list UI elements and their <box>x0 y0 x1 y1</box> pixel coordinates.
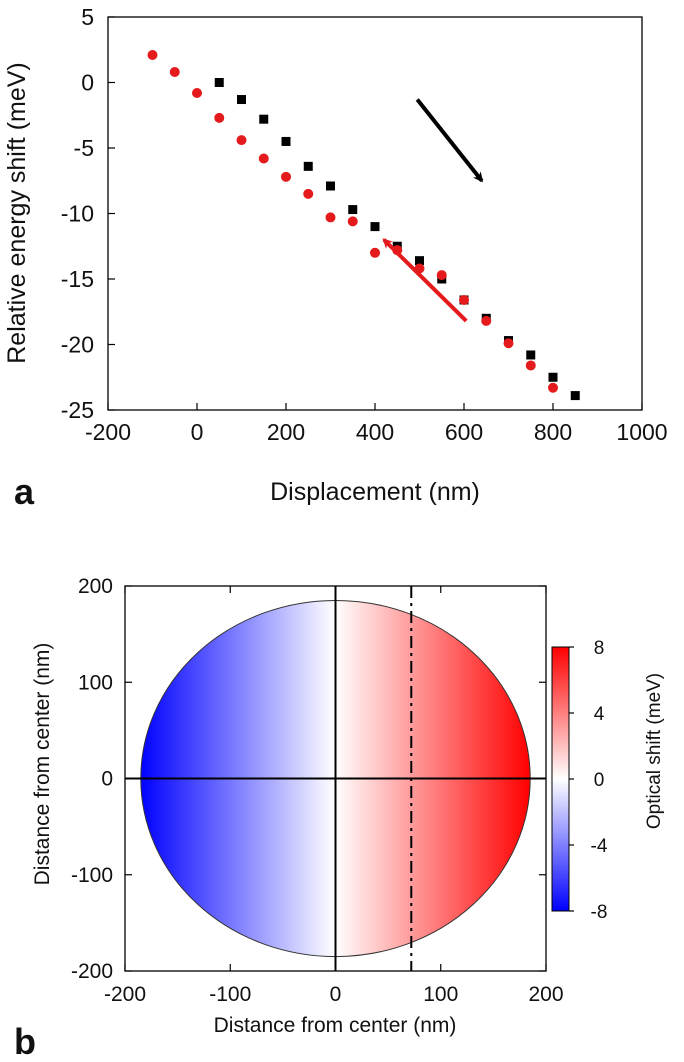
y-tick-label-a: -20 <box>61 332 94 358</box>
colorbar-tick-label: 0 <box>594 770 605 791</box>
data-point-forward <box>281 136 291 146</box>
colorbar-tick-label: 4 <box>594 704 605 725</box>
reference-lines <box>125 586 546 971</box>
colorbar: 8 4 0 -4 -8 <box>551 638 608 923</box>
x-axis-b: -200 -100 0 100 200 <box>104 586 564 1006</box>
y-axis-title-a: Relative energy shift (meV) <box>3 62 31 364</box>
data-point-backward <box>192 87 202 98</box>
data-point-forward <box>259 114 269 124</box>
red-arrow <box>382 238 468 323</box>
data-point-forward <box>370 222 380 232</box>
data-point-backward <box>169 67 180 78</box>
x-tick-label-b: 100 <box>423 983 458 1006</box>
data-point-forward <box>348 205 358 215</box>
panel-label-a: a <box>14 471 35 512</box>
plot-frame-a <box>107 16 643 411</box>
y-tick-label-a: -5 <box>74 135 94 161</box>
x-tick-label-a: 800 <box>534 419 572 445</box>
colorbar-tick-label: -8 <box>591 902 608 923</box>
y-axis-b: 200 100 0 -100 -200 <box>71 575 546 983</box>
data-point-forward <box>237 95 246 105</box>
data-point-forward <box>548 372 558 382</box>
y-tick-label-a: -15 <box>61 266 94 292</box>
data-point-backward <box>303 188 314 199</box>
y-tick-label-a: -25 <box>61 397 94 423</box>
x-tick-label-b: -200 <box>104 983 146 1006</box>
data-point-backward <box>325 212 336 223</box>
data-point-forward <box>326 181 335 191</box>
data-point-backward <box>370 247 380 258</box>
colorbar-scale <box>551 646 570 912</box>
data-point-backward <box>525 360 536 371</box>
data-point-forward <box>303 161 313 171</box>
x-tick-label-b: -100 <box>209 983 251 1006</box>
data-point-forward <box>526 350 536 360</box>
data-point-backward <box>347 216 358 227</box>
x-tick-label-a: 1000 <box>616 419 667 445</box>
colorbar-tick-label: 8 <box>594 638 605 659</box>
x-tick-label-a: 200 <box>267 419 305 445</box>
y-tick-label-a: 0 <box>81 70 94 96</box>
panel-label-b: b <box>14 1021 36 1062</box>
y-tick-label-b: -200 <box>71 960 113 983</box>
x-tick-label-a: 600 <box>445 419 483 445</box>
data-point-backward <box>281 171 291 182</box>
y-tick-label-b: -100 <box>71 864 113 887</box>
panel-a: -200 0 200 400 600 800 1000 5 0 -5 -10 -15 -20 -25 D… <box>3 4 668 512</box>
arrows-a <box>382 98 484 323</box>
x-tick-label-a: -200 <box>85 419 131 445</box>
y-tick-label-b: 0 <box>101 768 113 791</box>
x-axis-title-a: Displacement (nm) <box>270 478 480 506</box>
y-tick-label-b: 200 <box>78 575 113 598</box>
data-point-forward <box>415 256 424 266</box>
y-tick-label-a: 5 <box>81 4 94 30</box>
x-tick-label-a: 400 <box>356 419 394 445</box>
data-points-a <box>147 49 580 401</box>
data-point-forward <box>214 78 224 87</box>
data-point-backward <box>459 294 469 305</box>
data-point-backward <box>436 270 447 281</box>
y-axis-title-b: Distance from center (nm) <box>31 643 54 886</box>
black-arrow <box>415 98 484 183</box>
data-point-forward <box>570 391 580 401</box>
x-tick-label-b: 200 <box>528 983 563 1006</box>
x-axis-title-b: Distance from center (nm) <box>214 1014 457 1037</box>
data-point-backward <box>258 153 269 164</box>
data-point-backward <box>548 382 558 393</box>
data-point-backward <box>481 315 492 326</box>
x-axis-a: -200 0 200 400 600 800 1000 <box>85 403 668 445</box>
data-point-backward <box>236 135 247 146</box>
y-axis-a: 5 0 -5 -10 -15 -20 -25 <box>61 4 115 423</box>
data-point-backward <box>503 338 514 349</box>
x-tick-label-b: 0 <box>330 983 342 1006</box>
data-point-backward <box>147 49 158 60</box>
y-tick-label-a: -10 <box>61 201 94 227</box>
colorbar-label: Optical shift (meV) <box>644 673 665 829</box>
x-tick-label-a: 0 <box>191 419 204 445</box>
data-point-backward <box>214 112 225 123</box>
y-tick-label-b: 100 <box>78 671 113 694</box>
colorbar-tick-label: -4 <box>591 836 608 857</box>
